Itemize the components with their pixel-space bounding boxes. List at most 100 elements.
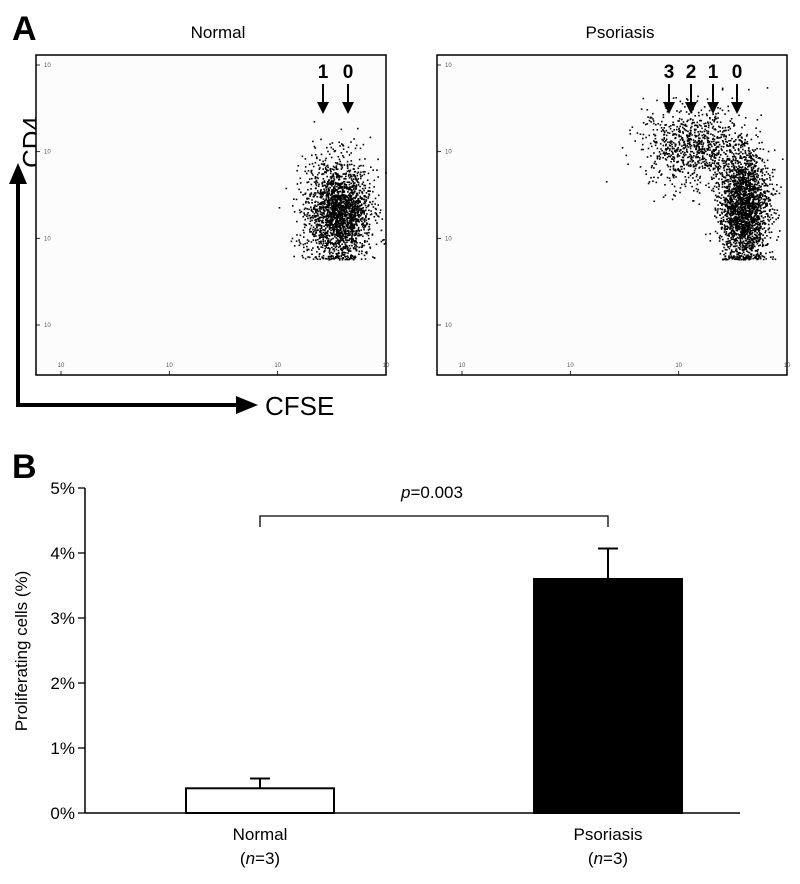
event-dot <box>346 218 348 220</box>
event-dot <box>766 167 769 170</box>
event-dot <box>351 255 353 257</box>
event-dot <box>729 120 732 122</box>
event-dot <box>315 257 318 260</box>
event-dot <box>343 218 346 220</box>
event-dot <box>717 162 720 164</box>
event-dot <box>678 150 681 153</box>
event-dot <box>685 181 687 184</box>
event-dot <box>733 233 736 236</box>
event-dot <box>746 229 748 232</box>
event-dot <box>367 195 370 198</box>
event-dot <box>339 185 342 187</box>
event-dot <box>352 233 354 236</box>
event-dot <box>319 205 321 208</box>
event-dot <box>757 204 759 206</box>
event-dot <box>332 237 334 240</box>
event-dot <box>302 194 304 196</box>
event-dot <box>342 257 344 259</box>
event-dot <box>656 141 658 144</box>
event-dot <box>767 173 770 175</box>
event-dot <box>670 154 672 157</box>
event-dot <box>343 202 346 205</box>
event-dot <box>361 218 363 220</box>
event-dot <box>749 230 752 232</box>
event-dot <box>347 232 349 235</box>
event-dot <box>755 220 758 223</box>
event-dot <box>733 123 735 125</box>
event-dot <box>330 170 332 173</box>
event-dot <box>334 225 336 228</box>
event-dot <box>327 242 330 244</box>
event-dot <box>738 225 740 227</box>
event-dot <box>329 247 331 250</box>
event-dot <box>306 239 309 241</box>
event-dot <box>746 160 749 162</box>
event-dot <box>766 184 768 187</box>
event-dot <box>744 229 746 231</box>
event-dot <box>673 160 675 162</box>
event-dot <box>754 204 756 206</box>
event-dot <box>744 258 747 261</box>
event-dot <box>696 156 698 158</box>
event-dot <box>733 222 735 224</box>
event-dot <box>325 187 327 189</box>
event-dot <box>750 162 752 165</box>
event-dot <box>753 238 755 241</box>
event-dot <box>755 241 758 243</box>
event-dot <box>353 214 355 217</box>
event-dot <box>321 233 324 236</box>
event-dot <box>692 177 694 179</box>
event-dot <box>729 227 732 230</box>
event-dot <box>731 208 733 210</box>
event-dot <box>661 120 663 123</box>
event-dot <box>361 192 364 195</box>
event-dot <box>364 240 366 242</box>
event-dot <box>672 174 674 176</box>
event-dot <box>772 168 774 171</box>
event-dot <box>334 212 337 214</box>
event-dot <box>325 195 328 197</box>
event-dot <box>764 210 767 213</box>
event-dot <box>744 158 747 161</box>
event-dot <box>726 174 729 176</box>
event-dot <box>732 201 734 203</box>
event-dot <box>756 173 758 175</box>
event-dot <box>756 212 758 214</box>
event-dot <box>676 110 678 112</box>
event-dot <box>728 163 730 165</box>
event-dot <box>760 233 763 235</box>
event-dot <box>349 250 352 252</box>
event-dot <box>762 243 764 246</box>
event-dot <box>656 157 659 160</box>
event-dot <box>731 97 734 99</box>
event-dot <box>341 205 343 208</box>
event-dot <box>318 220 320 223</box>
event-dot <box>737 207 739 210</box>
event-dot <box>344 222 347 225</box>
event-dot <box>757 205 760 208</box>
event-dot <box>761 201 763 204</box>
event-dot <box>757 182 760 184</box>
event-dot <box>320 195 322 197</box>
event-dot <box>740 225 742 228</box>
event-dot <box>728 143 731 145</box>
event-dot <box>364 187 367 189</box>
event-dot <box>751 244 754 247</box>
event-dot <box>353 216 355 219</box>
event-dot <box>337 195 340 198</box>
event-dot <box>357 226 360 229</box>
event-dot <box>669 165 672 168</box>
event-dot <box>721 203 724 205</box>
event-dot <box>736 223 738 226</box>
event-dot <box>302 256 304 259</box>
event-dot <box>744 216 746 218</box>
event-dot <box>742 183 745 185</box>
event-dot <box>738 244 741 246</box>
event-dot <box>773 149 776 152</box>
event-dot <box>726 199 729 202</box>
event-dot <box>738 178 740 181</box>
event-dot <box>337 234 339 237</box>
event-dot <box>366 213 368 215</box>
event-dot <box>749 204 751 206</box>
